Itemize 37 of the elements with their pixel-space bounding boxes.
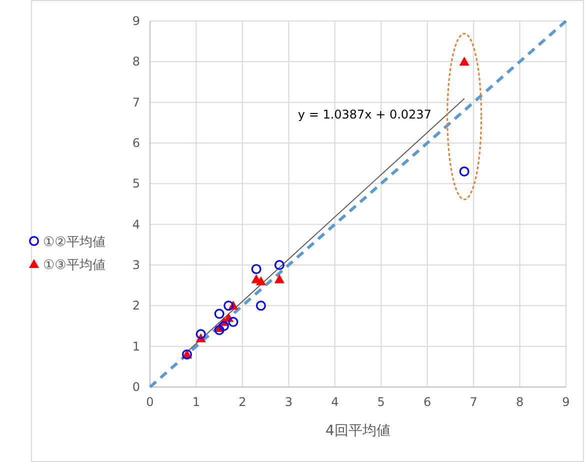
point [459, 56, 470, 66]
point [274, 260, 284, 270]
x-axis-title: 4回平均値 [326, 423, 390, 439]
x-tick-label: 7 [470, 395, 478, 409]
point [224, 300, 234, 311]
y-tick-label: 4 [132, 217, 140, 232]
y-tick-label: 9 [132, 14, 140, 28]
legend-label: ①②平均値 [43, 235, 106, 250]
x-tick-label: 0 [146, 395, 154, 409]
y-tick-label: 0 [132, 380, 140, 394]
x-tick-label: 3 [284, 395, 292, 409]
x-tick-label: 4 [331, 395, 339, 409]
point [459, 166, 470, 176]
point [251, 264, 262, 274]
x-tick-label: 6 [424, 395, 432, 409]
y-tick-label: 1 [132, 339, 140, 354]
point [228, 316, 238, 327]
legend-label: ①③平均値 [43, 258, 106, 273]
x-tick-label: 2 [238, 395, 246, 409]
point [256, 300, 266, 311]
point [214, 308, 224, 319]
x-tick-label: 1 [192, 395, 200, 409]
point [256, 276, 266, 286]
point [274, 274, 284, 284]
y-tick-label: 7 [132, 95, 140, 110]
y-tick-label: 3 [132, 258, 140, 272]
x-tick-label: 5 [377, 395, 385, 409]
x-tick-label: 8 [516, 395, 524, 409]
y-tick-label: 6 [132, 136, 140, 150]
x-tick-label: 9 [562, 395, 570, 409]
point [218, 321, 229, 331]
y-tick-label: 8 [132, 54, 140, 69]
y-tick-label: 5 [132, 176, 140, 191]
point [214, 325, 224, 336]
point [196, 329, 206, 340]
annotation: y = 1.0387x + 0.0237 [298, 108, 432, 122]
y-tick-label: 2 [132, 298, 140, 313]
